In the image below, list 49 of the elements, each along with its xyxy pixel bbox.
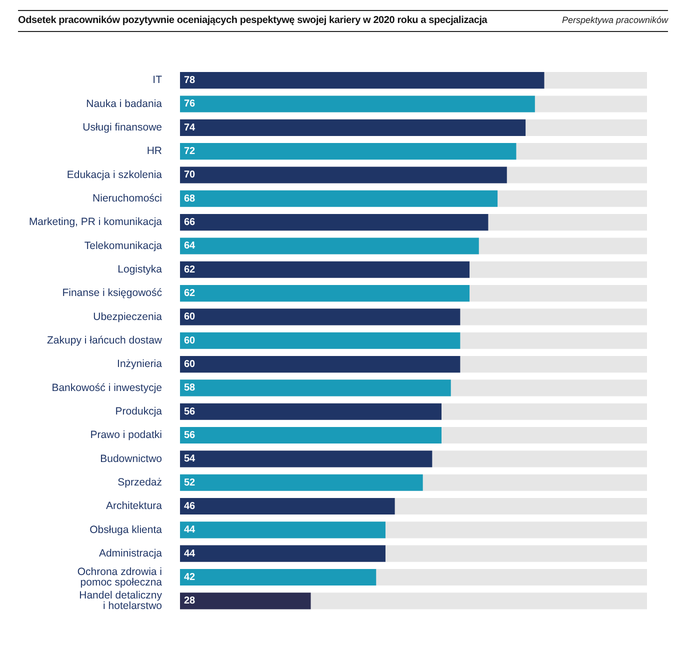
data-label: 74 [184, 122, 196, 134]
data-label: 28 [184, 596, 196, 607]
data-label: 72 [184, 146, 196, 158]
data-label: 60 [184, 335, 196, 346]
y-tick-label: Handel detaliczny i hotelarstwo [79, 590, 163, 612]
y-tick-label: Obsługa klienta [90, 524, 162, 536]
y-tick-label: Ubezpieczenia [93, 310, 162, 323]
data-label: 56 [184, 430, 196, 442]
y-tick-label: HR [146, 145, 162, 158]
data-label: 60 [184, 312, 196, 323]
bar [180, 592, 311, 610]
y-tick-label: Ochrona zdrowia i pomoc społeczna [77, 566, 162, 588]
y-tick-label: Zakupy i łańcuch dostaw [47, 334, 162, 347]
y-tick-label: Marketing, PR i komunikacja [28, 216, 162, 228]
data-label: 42 [184, 572, 196, 584]
data-label: 54 [184, 454, 196, 465]
chart-title: Odsetek pracowników pozytywnie oceniających pespektywę swojej kariery w 2020 roku a specjalizacja [18, 15, 488, 26]
data-label: 64 [184, 240, 196, 252]
data-label: 52 [184, 477, 196, 488]
y-tick-label: Nauka i badania [86, 98, 162, 110]
data-label: 66 [184, 217, 196, 228]
y-tick-label: Prawo i podatki [90, 429, 162, 442]
data-label: 62 [184, 264, 196, 276]
y-tick-label: Produkcja [115, 406, 162, 418]
y-tick-label: IT [152, 74, 163, 86]
data-label: 60 [184, 359, 196, 370]
y-tick-label: Administracja [98, 547, 162, 560]
data-label: 70 [184, 170, 196, 181]
y-tick-label: Inżynieria [117, 358, 162, 370]
y-tick-label: Budownictwo [100, 452, 162, 465]
data-label: 56 [184, 406, 196, 418]
y-tick-label: Logistyka [118, 264, 162, 276]
data-label: 46 [184, 501, 196, 512]
y-tick-label: Bankowość i inwestycje [52, 382, 162, 394]
y-tick-label: Usługi finansowe [82, 122, 162, 134]
data-label: 76 [184, 98, 196, 110]
data-label: 78 [184, 75, 196, 86]
data-label: 62 [184, 288, 196, 300]
data-label: 58 [184, 382, 196, 394]
y-tick-label: Finanse i księgowość [62, 287, 162, 300]
data-label: 68 [184, 193, 196, 204]
y-tick-label: Nieruchomości [92, 192, 162, 205]
text: Perspektywa pracowników [562, 15, 668, 25]
y-tick-label: Telekomunikacja [84, 240, 162, 252]
y-tick-label: Sprzedaż [118, 476, 162, 488]
y-tick-label: Edukacja i szkolenia [66, 168, 162, 181]
data-label: 44 [184, 524, 196, 536]
y-tick-label: Architektura [106, 500, 162, 512]
data-label: 44 [184, 548, 196, 560]
